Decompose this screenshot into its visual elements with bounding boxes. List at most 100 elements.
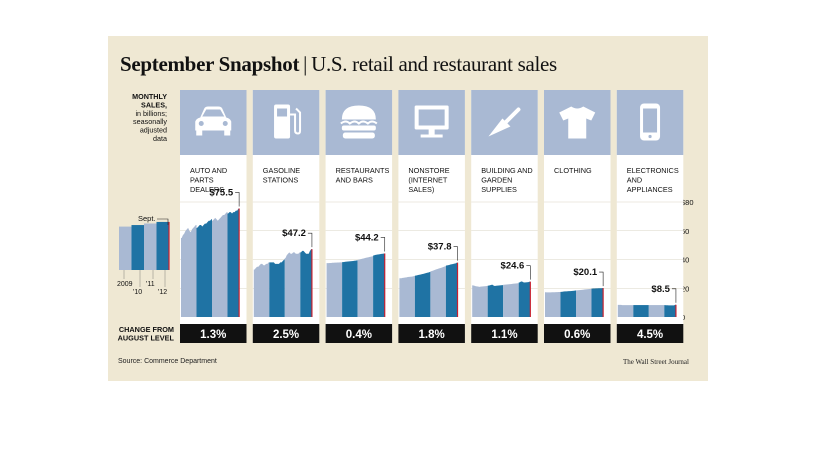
y-axis-label-line: seasonally [133, 117, 167, 126]
change-value: 1.3% [200, 329, 226, 341]
car-headlight [198, 121, 204, 126]
year-band-2012 [445, 262, 458, 317]
burger-top-bun [341, 105, 376, 120]
change-value: 0.6% [564, 329, 590, 341]
latest-leader-line [526, 265, 531, 280]
legend-year-label: '10 [133, 289, 142, 296]
year-band-2010 [414, 272, 431, 317]
tshirt-icon [559, 106, 596, 139]
category-label-line: DEALERS [190, 185, 224, 194]
year-band-2012 [664, 304, 676, 317]
gas-pump-icon [274, 104, 302, 139]
legend-example-bar [119, 226, 132, 270]
change-box [398, 324, 465, 343]
category-clothing: CLOTHING $20.1 0.6% [544, 90, 611, 343]
category-label-line: RESTAURANTS [336, 166, 390, 175]
category-label-line: CLOTHING [554, 166, 592, 175]
latest-leader-line [671, 288, 677, 303]
car-headlight [222, 121, 228, 126]
legend-leader-line [157, 218, 169, 225]
year-band-2009 [617, 304, 634, 317]
category-label-line: PARTS [190, 176, 214, 185]
year-band-2010 [269, 259, 285, 317]
computer-icon [414, 105, 449, 138]
chart-title-separator: | [303, 52, 308, 76]
latest-leader-line [599, 271, 604, 287]
category-label-line: AUTO AND [190, 166, 227, 175]
year-band-2010 [560, 290, 576, 317]
chart-subtitle: U.S. retail and restaurant sales [311, 52, 557, 76]
legend-example-bar [131, 225, 145, 270]
year-band-2011 [357, 256, 374, 317]
year-band-2009 [472, 285, 488, 317]
change-box [471, 324, 538, 343]
y-tick-label: $80 [681, 198, 694, 207]
change-box [252, 324, 320, 343]
latest-value-label: $8.5 [651, 284, 670, 295]
change-label-line: AUGUST LEVEL [118, 334, 175, 343]
category-label-line: BUILDING AND [481, 166, 533, 175]
year-band-2011 [503, 283, 519, 317]
keyboard [420, 134, 443, 138]
pump-hose [290, 107, 302, 135]
change-box [180, 324, 247, 343]
year-band-2012 [591, 288, 604, 317]
burger-icon [340, 105, 378, 139]
latest-value-label: $47.2 [282, 228, 306, 239]
y-axis-label-line: in billions; [135, 109, 167, 118]
car-windshield [202, 109, 225, 117]
legend-latest-label: Sept. [138, 214, 156, 223]
chart-title-main: September Snapshot [120, 52, 300, 76]
trowel-icon [488, 107, 521, 137]
latest-value-label: $44.2 [355, 232, 379, 243]
trowel-handle [503, 107, 521, 125]
legend-year-label: '11 [146, 281, 155, 288]
year-band-2012 [227, 208, 240, 317]
latest-value-label: $37.8 [428, 242, 452, 253]
source-note: Source: Commerce Department [118, 358, 217, 365]
burger-bottom-bun [342, 132, 375, 139]
category-label-line: (INTERNET [408, 176, 447, 185]
change-box [616, 324, 684, 343]
y-axis-label-line: SALES, [141, 100, 167, 109]
car-icon [195, 106, 232, 136]
burger-patty [341, 125, 376, 131]
y-tick-label: 20 [681, 284, 689, 293]
category-label-line: GARDEN [481, 176, 512, 185]
change-label-line: CHANGE FROM [119, 325, 174, 334]
change-box [544, 324, 611, 343]
pump-display [277, 108, 288, 117]
latest-leader-line [235, 192, 240, 207]
category-label-line: AND [627, 176, 642, 185]
legend-year-label: 2009 [117, 281, 133, 288]
year-band-2012 [518, 281, 531, 317]
category-label-line: GASOLINE [263, 166, 300, 175]
category-label-line: APPLIANCES [627, 185, 673, 194]
year-band-2010 [633, 305, 649, 317]
y-tick-label: 40 [681, 256, 689, 265]
y-axis-label-line: adjusted [140, 126, 167, 135]
phone-screen [643, 108, 658, 133]
category-label-line: STATIONS [263, 176, 299, 185]
monitor-screen [418, 109, 445, 126]
year-band-2010 [196, 219, 212, 317]
monitor-stand [428, 129, 435, 135]
y-axis-label-line: MONTHLY [132, 92, 167, 101]
year-band-2009 [326, 262, 343, 317]
category-label-line: NONSTORE [408, 166, 449, 175]
smartphone-icon [640, 103, 661, 141]
legend-example-bar [144, 223, 157, 270]
year-band-2009 [399, 276, 415, 317]
change-box [325, 324, 393, 343]
change-value: 1.1% [491, 329, 517, 341]
phone-button [648, 134, 652, 139]
car-body [195, 106, 232, 131]
category-label-line: ELECTRONICS [627, 166, 679, 175]
year-band-2011 [576, 288, 592, 317]
year-band-2010 [487, 284, 504, 317]
